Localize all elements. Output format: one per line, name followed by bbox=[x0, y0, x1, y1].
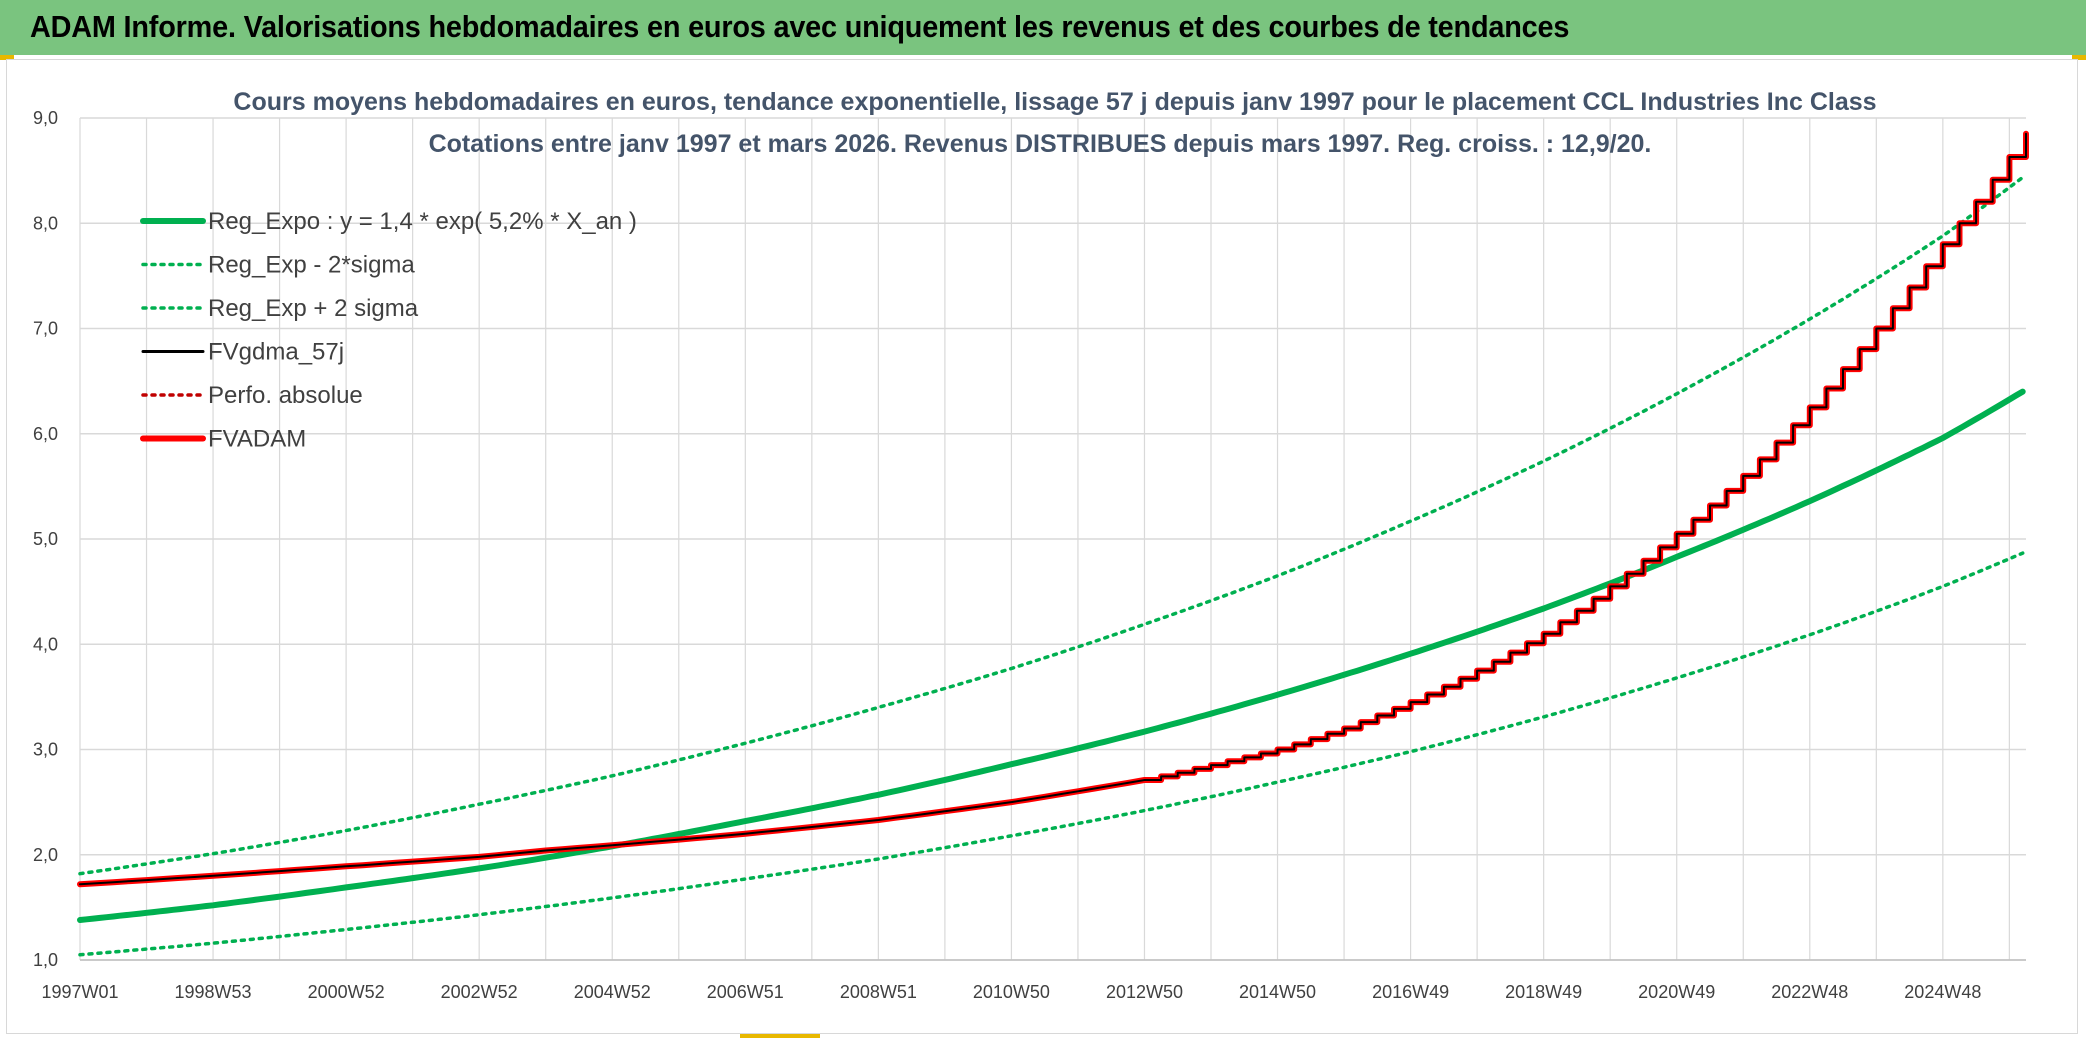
x-tick-label: 1997W01 bbox=[41, 982, 118, 1002]
x-tick-label: 2000W52 bbox=[308, 982, 385, 1002]
x-tick-label: 2024W48 bbox=[1904, 982, 1981, 1002]
series-group bbox=[77, 130, 2029, 957]
y-tick-label: 2,0 bbox=[33, 845, 58, 865]
chart-frame bbox=[6, 59, 2078, 1034]
series-reg-plus-2sigma bbox=[78, 175, 2025, 876]
legend-label: FVgdma_57j bbox=[208, 339, 344, 366]
legend: Reg_Expo : y = 1,4 * exp( 5,2% * X_an ) R… bbox=[140, 208, 637, 453]
x-tick-label: 2008W51 bbox=[840, 982, 917, 1002]
legend-label: Reg_Exp + 2 sigma bbox=[208, 295, 419, 322]
legend-label: Reg_Expo : y = 1,4 * exp( 5,2% * X_an ) bbox=[208, 208, 637, 235]
series-fvgdma-57j bbox=[79, 132, 2027, 886]
legend-label: Perfo. absolue bbox=[208, 382, 363, 409]
y-tick-label: 8,0 bbox=[33, 213, 58, 233]
x-tick-label: 2016W49 bbox=[1372, 982, 1449, 1002]
series-reg-expo bbox=[77, 388, 2026, 923]
y-tick-label: 6,0 bbox=[33, 424, 58, 444]
y-tick-label: 1,0 bbox=[33, 950, 58, 970]
chart-title-line-2: Cotations entre janv 1997 et mars 2026. … bbox=[429, 130, 1652, 158]
series-reg-minus-2sigma bbox=[78, 551, 2025, 957]
chart-title-line-1: Cours moyens hebdomadaires en euros, ten… bbox=[233, 88, 1876, 116]
x-tick-label: 2018W49 bbox=[1505, 982, 1582, 1002]
x-tick-label: 1998W53 bbox=[175, 982, 252, 1002]
y-tick-label: 7,0 bbox=[33, 319, 58, 339]
corner-mark-right bbox=[2072, 55, 2086, 60]
y-tick-label: 9,0 bbox=[33, 108, 58, 128]
x-tick-label: 2022W48 bbox=[1771, 982, 1848, 1002]
corner-mark-left bbox=[0, 55, 14, 60]
x-tick-label: 2006W51 bbox=[707, 982, 784, 1002]
x-tick-label: 2002W52 bbox=[441, 982, 518, 1002]
x-tick-label: 2014W50 bbox=[1239, 982, 1316, 1002]
x-tick-label: 2004W52 bbox=[574, 982, 651, 1002]
x-tick-label: 2010W50 bbox=[973, 982, 1050, 1002]
banner-title: ADAM Informe. Valorisations hebdomadaire… bbox=[30, 9, 1570, 44]
legend-label: Reg_Exp - 2*sigma bbox=[208, 252, 415, 279]
series-fvadam bbox=[77, 130, 2029, 888]
legend-label: FVADAM bbox=[208, 426, 306, 453]
y-tick-label: 3,0 bbox=[33, 740, 58, 760]
x-axis: 1997W01 1998W53 2000W52 2002W52 2004W52 2006W… bbox=[41, 982, 1981, 1002]
y-tick-label: 4,0 bbox=[33, 634, 58, 654]
x-tick-label: 2020W49 bbox=[1638, 982, 1715, 1002]
y-axis: 1,0 2,0 3,0 4,0 5,0 6,0 7,0 8,0 9,0 bbox=[33, 108, 58, 970]
chart-title: Cours moyens hebdomadaires en euros, ten… bbox=[233, 88, 1876, 158]
title-banner: ADAM Informe. Valorisations hebdomadaire… bbox=[0, 0, 2086, 55]
grid bbox=[79, 117, 2026, 961]
y-tick-label: 5,0 bbox=[33, 529, 58, 549]
x-tick-label: 2012W50 bbox=[1106, 982, 1183, 1002]
corner-mark-bottom bbox=[740, 1034, 820, 1038]
